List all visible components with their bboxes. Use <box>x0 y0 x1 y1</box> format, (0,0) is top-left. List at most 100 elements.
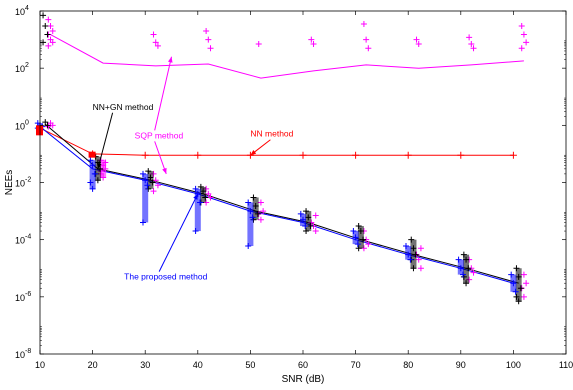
marker-sqp-method <box>152 39 159 46</box>
marker-block-the-proposed-method <box>89 160 96 189</box>
marker-clusters <box>34 12 530 305</box>
marker-sqp-method <box>363 36 370 43</box>
marker-sqp-method <box>520 31 527 38</box>
annotation-the-proposed-method-label: The proposed method <box>124 272 207 282</box>
marker-sqp-method <box>523 39 530 46</box>
marker-sqp-method <box>150 31 157 38</box>
y-tick-label: 10 <box>15 179 25 189</box>
marker-sqp-method <box>255 41 262 48</box>
marker-sqp-method <box>207 194 214 201</box>
marker-block-nn-gn-method <box>410 239 417 269</box>
x-tick-label: 80 <box>403 360 413 370</box>
marker-sqp-method <box>205 190 212 197</box>
marker-block-nn-gn-method <box>515 268 522 302</box>
marker-sqp-method <box>520 271 527 278</box>
y-tick-exponent: -4 <box>25 234 31 241</box>
marker-sqp-method <box>523 280 530 287</box>
y-tick-label: 10 <box>15 64 25 74</box>
marker-sqp-method <box>207 45 214 52</box>
x-tick-label: 100 <box>506 360 521 370</box>
marker-sqp-method <box>518 22 525 29</box>
series-line-nn-gn-method <box>44 123 519 284</box>
y-tick-exponent: -6 <box>25 291 31 298</box>
marker-sqp-method <box>45 123 52 130</box>
annotation-nn-gn-method-label: NN+GN method <box>93 102 154 112</box>
series-line-sqp-method <box>50 34 524 79</box>
marker-block-nn-gn-method <box>252 197 259 220</box>
marker-sqp-method <box>205 36 212 43</box>
marker-nn-gn-method <box>44 122 51 129</box>
marker-block-nn-gn-method <box>305 211 312 232</box>
y-tick-exponent: 2 <box>25 62 29 69</box>
marker-nn-gn-method <box>42 22 49 29</box>
y-tick-exponent: 4 <box>25 5 29 12</box>
annotation-nn-method-arrow-head <box>250 149 257 156</box>
marker-block-the-proposed-method <box>405 246 412 260</box>
marker-sqp-method <box>468 41 475 48</box>
marker-sqp-method <box>257 199 264 206</box>
marker-nn-method <box>246 151 254 159</box>
marker-block-nn-gn-method <box>200 186 207 203</box>
marker-block-the-proposed-method <box>510 274 517 292</box>
marker-nn-gn-method <box>42 119 49 126</box>
x-tick-label: 90 <box>456 360 466 370</box>
marker-block-the-proposed-method <box>247 202 254 247</box>
marker-block-nn-method-20db <box>88 151 96 158</box>
marker-sqp-method <box>260 208 267 215</box>
annotation-sqp-method-arrow-1 <box>154 56 172 131</box>
annotation-sqp-method-label: SQP method <box>135 130 184 140</box>
marker-sqp-method <box>520 293 527 300</box>
marker-block-the-proposed-method <box>457 259 464 275</box>
marker-sqp-method <box>360 21 367 28</box>
marker-sqp-method <box>150 188 157 195</box>
marker-sqp-method <box>49 122 56 129</box>
marker-sqp-method <box>152 177 159 184</box>
y-tick-label: 10 <box>15 293 25 303</box>
marker-nn-gn-method <box>40 12 47 19</box>
marker-sqp-method <box>518 45 525 52</box>
annotation-the-proposed-method-arrow <box>158 193 199 272</box>
marker-sqp-method <box>308 36 315 43</box>
y-tick-exponent: -2 <box>25 177 31 184</box>
marker-sqp-method <box>466 34 473 41</box>
annotation-the-proposed-method-arrow-head <box>193 193 198 200</box>
x-axis-label: SNR (dB) <box>282 374 325 385</box>
marker-sqp-method <box>470 269 477 276</box>
y-tick-label: 10 <box>15 236 25 246</box>
series-lines <box>39 34 524 284</box>
y-tick-label: 10 <box>15 121 25 131</box>
annotation-sqp-method-arrow-2 <box>154 141 167 175</box>
plot-frame <box>39 10 567 355</box>
marker-sqp-method <box>45 42 52 49</box>
annotation-nn-gn-method-arrow-head <box>97 162 102 169</box>
x-tick-label: 70 <box>351 360 361 370</box>
x-tick-label: 60 <box>298 360 308 370</box>
annotation-nn-gn-method-arrow <box>97 112 114 169</box>
marker-sqp-method <box>257 216 264 223</box>
marker-sqp-method <box>154 182 161 189</box>
marker-block-nn-gn-method <box>357 226 364 249</box>
marker-nn-method <box>404 151 412 159</box>
marker-block-the-proposed-method <box>300 213 306 227</box>
marker-nn-method <box>141 151 149 159</box>
y-tick-label: 10 <box>15 350 25 360</box>
x-tick-label: 30 <box>140 360 150 370</box>
marker-nn-method <box>509 151 517 159</box>
marker-sqp-method <box>310 41 317 48</box>
marker-sqp-method <box>312 212 319 219</box>
marker-block-sqp-method <box>100 160 107 178</box>
marker-nn-method <box>299 151 307 159</box>
series-line-nn-method <box>39 127 514 156</box>
marker-sqp-method <box>47 22 54 29</box>
marker-sqp-method <box>203 27 210 34</box>
marker-block-the-proposed-method <box>352 231 359 245</box>
marker-sqp-method <box>49 39 56 46</box>
marker-sqp-method <box>417 245 424 252</box>
marker-sqp-method <box>312 228 319 235</box>
x-tick-label: 110 <box>559 360 573 370</box>
x-tick-label: 20 <box>88 360 98 370</box>
marker-block-nn-gn-method <box>463 254 470 284</box>
marker-sqp-method <box>365 45 372 52</box>
